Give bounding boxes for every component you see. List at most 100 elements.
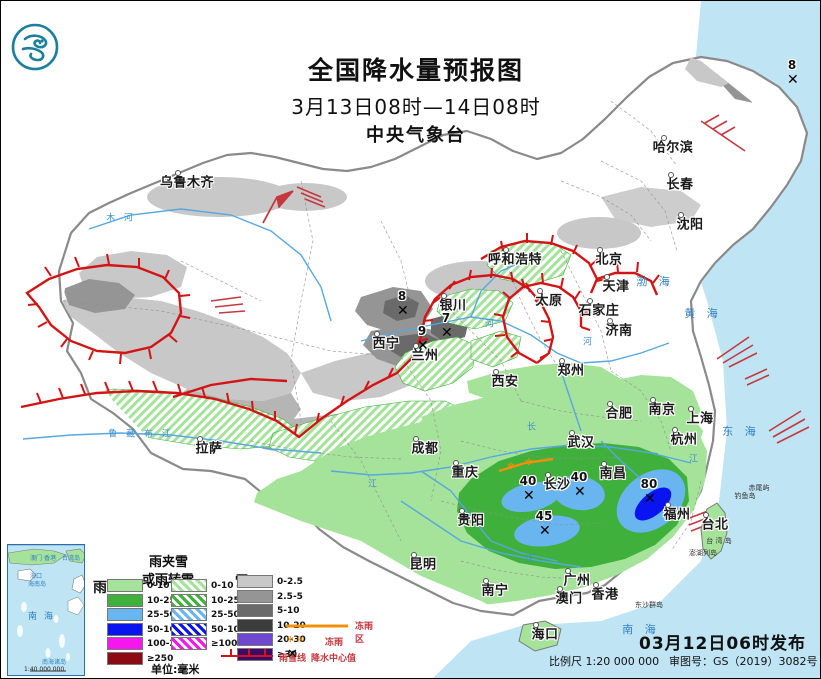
snow-swatch-20-30 (237, 633, 273, 646)
south-china-sea-inset: 澳门 香港 台湾岛 海口 海南岛 南海 南海诸岛 1:40 000 000 (7, 544, 85, 676)
precip-center-value-40-5: 40 (570, 470, 588, 484)
legend-unit: 单位:毫米 (151, 663, 200, 676)
snow-label-5-10: 5-10 (277, 606, 300, 616)
precip-center-cross: ✕ (523, 488, 535, 504)
city-dot-nanning (483, 578, 489, 584)
snow-swatch-5-10 (237, 604, 273, 617)
city-dot-changchun (668, 172, 674, 178)
legend-sleet-title-1: 雨夹雪 (149, 555, 189, 570)
city-label-changsha: 长沙 (543, 477, 571, 493)
city-dot-nanchang (601, 461, 607, 467)
sea-label-south-china-sea: 南 海 (622, 623, 660, 636)
river-label-yarlung-river: 鲁 藏 布 江 (108, 429, 174, 440)
city-label-shanghai: 上海 (686, 411, 714, 427)
city-label-macau: 澳门 (555, 591, 583, 607)
city-label-wuhan: 武汉 (567, 435, 595, 451)
precip-center-cross: ✕ (644, 491, 656, 507)
forecast-period: 3月13日08时—14日08时 (291, 95, 541, 119)
city-dot-yinchuan (441, 293, 447, 299)
city-label-shijiazhuang: 石家庄 (578, 303, 620, 319)
island-label-chiwei-island: 赤尾屿 (748, 484, 770, 492)
publish-time: 03月12日06时发布 (639, 634, 806, 654)
precip-center-icon: ✕ (287, 647, 298, 662)
city-dot-xining (374, 331, 380, 337)
rain-label-10-25: 10-25 (147, 595, 176, 606)
city-dot-tianjin (604, 274, 610, 280)
freezing-rain-zone-icon (286, 624, 348, 628)
city-label-tianjin: 天津 (602, 279, 630, 295)
city-label-nanchang: 南昌 (599, 466, 627, 482)
city-label-hohhot: 呼和浩特 (487, 252, 543, 268)
front-barbs (27, 233, 660, 435)
snow-label-≥30: ≥30 (277, 649, 298, 660)
hainan-island-shape (518, 620, 562, 652)
city-dot-haikou (533, 622, 539, 628)
rain-label-0-10: 0-10 (147, 581, 170, 591)
city-label-hangzhou: 杭州 (670, 432, 698, 448)
sleet-label-0-10: 0-10 (211, 581, 234, 591)
city-dot-shenyang (678, 212, 684, 218)
legend-freezing-rain-zone-label: 冻雨区 (355, 622, 374, 645)
approval-number: 审图号：GS（2019）3082号 (669, 655, 818, 668)
city-dot-guiyang (459, 508, 465, 514)
city-dot-taipei (703, 512, 709, 518)
snow-swatch-0-2.5 (237, 575, 273, 588)
river-label-yellow-river: 河 (484, 319, 498, 330)
city-dot-zhengzhou (559, 358, 565, 364)
inset-label-taiwan: 台湾岛 (62, 555, 81, 562)
city-label-shenyang: 沈阳 (676, 217, 704, 233)
freezing-rain-zone (498, 457, 554, 473)
city-dot-harbin (661, 135, 667, 141)
city-label-lhasa: 拉萨 (195, 441, 223, 457)
river-label-yangtze-river: 长 (526, 422, 540, 433)
inset-label-hainan: 海南岛 (28, 581, 47, 588)
city-dot-guangzhou (565, 568, 571, 574)
city-label-beijing: 北京 (595, 252, 623, 268)
snow-swatch-2.5-5 (237, 589, 273, 603)
sleet-swatch-0-10 (171, 579, 207, 592)
city-dot-urumqi (175, 170, 181, 176)
city-label-lanzhou: 兰州 (411, 348, 439, 364)
inset-label-haikou: 海口 (30, 573, 43, 580)
precip-center-cross: ✕ (574, 484, 586, 500)
city-label-changchun: 长春 (666, 177, 694, 193)
legend-freezing-rain-label: 冻雨 (325, 638, 344, 648)
river-label-pearl-river: 江 (524, 554, 538, 565)
city-dot-hongkong (593, 582, 599, 588)
snow-label-20-30: 20-30 (277, 635, 306, 645)
precip-center-value-40-4: 40 (519, 474, 537, 488)
precip-center-value-45-6: 45 (535, 509, 553, 523)
city-dot-lanzhou (413, 343, 419, 349)
city-dot-hohhot (503, 247, 509, 253)
city-label-chengdu: 成都 (411, 441, 439, 457)
island-label-diaoyu-island: 钓鱼岛 (734, 492, 756, 500)
rain-label-≥250: ≥250 (147, 653, 174, 664)
sea-label-bohai-sea: 渤 海 (636, 275, 674, 288)
issuing-organization: 中央气象台 (366, 125, 466, 146)
precip-center-cross: ✕ (417, 338, 429, 354)
svg-text:✻: ✻ (507, 462, 515, 472)
page-title: 全国降水量预报图 (307, 56, 524, 85)
freezing-rain-symbols: ✻ ✻ (507, 458, 533, 472)
precip-center-value-8-0: 8 (397, 289, 407, 303)
sleet-label-50-100: 50-100 (211, 624, 247, 635)
city-dot-beijing (597, 247, 603, 253)
city-label-guiyang: 贵阳 (457, 513, 485, 529)
snow-label-0-2.5: 0-2.5 (277, 577, 303, 587)
rain-label-25-50: 25-50 (147, 610, 176, 620)
city-dot-xian (493, 369, 499, 375)
city-dot-kunming (411, 552, 417, 558)
sleet-swatch-25-50 (171, 608, 207, 621)
river-label-jinsha-river: 江 (367, 479, 381, 490)
city-label-taiyuan: 太原 (535, 293, 563, 309)
inset-label-hongkong: 香港 (44, 555, 57, 562)
city-label-zhengzhou: 郑州 (557, 363, 585, 379)
inset-label-islands: 南海诸岛 (42, 659, 67, 666)
city-dot-macau (557, 586, 563, 592)
city-dot-chongqing (453, 460, 459, 466)
rain-snow-line-icon (221, 649, 273, 657)
city-dot-wuhan (569, 430, 575, 436)
city-label-yinchuan: 银川 (439, 298, 467, 314)
rain-swatch-100-250 (107, 637, 143, 650)
city-label-xian: 西安 (491, 374, 519, 390)
